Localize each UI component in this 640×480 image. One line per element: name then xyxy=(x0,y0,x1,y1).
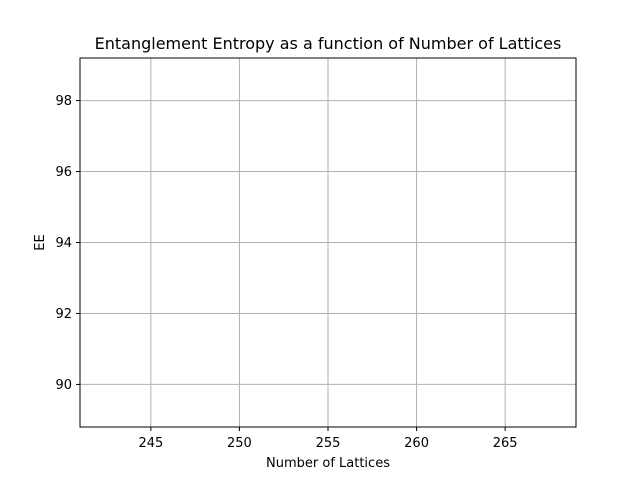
y-tick-label: 94 xyxy=(55,236,72,251)
x-axis-label: Number of Lattices xyxy=(266,456,390,471)
y-tick-label: 90 xyxy=(55,378,72,393)
y-axis-label: EE xyxy=(33,234,48,250)
x-tick-label: 260 xyxy=(404,436,429,451)
x-tick-label: 265 xyxy=(493,436,518,451)
grid xyxy=(80,58,576,427)
x-axis: 245 250 255 260 265 xyxy=(138,427,518,451)
chart-title: Entanglement Entropy as a function of Nu… xyxy=(95,34,562,53)
y-tick-label: 98 xyxy=(55,94,72,109)
y-tick-label: 96 xyxy=(55,165,72,180)
x-tick-label: 255 xyxy=(316,436,341,451)
y-tick-label: 92 xyxy=(55,307,72,322)
x-tick-label: 245 xyxy=(138,436,163,451)
x-tick-label: 250 xyxy=(227,436,252,451)
y-axis: 90 92 94 96 98 xyxy=(55,94,80,393)
